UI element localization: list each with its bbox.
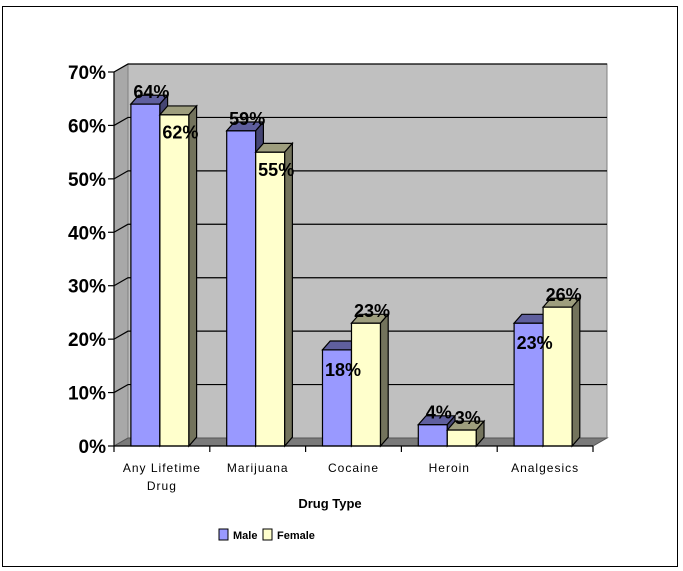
y-tick-label: 10% [68,384,106,405]
legend-label-male: Male [233,530,257,542]
data-label-female-1: 55% [258,160,294,180]
bar-side [379,312,389,448]
bar-front [350,322,382,447]
bar-front [321,349,353,447]
x-tick-label-0: Drug [147,479,177,493]
bar-female-0 [158,104,198,448]
legend: Male Female [218,528,315,542]
x-tick-label-2: Cocaine [328,461,379,475]
gridline [113,63,607,73]
bar-side [475,419,485,448]
data-label-female-4: 26% [546,285,582,305]
bar-side [571,296,581,448]
gridline [113,116,607,126]
x-tick-label-0: Any Lifetime [123,461,201,475]
bar-side [188,104,198,448]
y-tick-label: 50% [68,170,106,191]
bar-front [513,322,544,447]
y-tick-label: 70% [68,63,106,84]
bar-front [255,151,286,447]
bar-female-1 [254,141,294,448]
bar-front [226,130,257,447]
x-tick-label-3: Heroin [429,461,470,475]
bar-female-3 [445,419,486,448]
bar-front [542,306,573,447]
data-label-male-2: 18% [325,360,361,380]
gridline [113,170,607,180]
gridline [113,223,607,233]
data-label-male-4: 23% [517,333,553,353]
data-labels: 64% 62% 59% 55% 18% 23% 4% 3% 23% 26% [133,82,581,428]
gridline [113,277,607,287]
bar-female-4 [541,296,582,448]
gridline [113,383,607,394]
legend-swatch-male [218,528,229,541]
axes: Any Lifetime Drug Marijuana Cocaine Heroin An… [68,63,594,493]
y-tick-label: 20% [68,330,106,351]
data-label-male-1: 59% [229,109,265,129]
data-label-female-3: 3% [455,408,481,428]
data-label-male-0: 64% [133,82,169,102]
y-tick-label: 30% [68,277,106,298]
bars [129,93,582,448]
bar-front [417,424,448,447]
data-label-male-3: 4% [426,403,452,423]
bar-front [130,103,161,447]
bar-front [159,114,190,447]
data-label-female-2: 23% [354,301,390,321]
bar-side [284,141,293,448]
legend-label-female: Female [277,530,315,542]
gridline [113,330,607,340]
x-tick-label-1: Marijuana [227,461,289,475]
y-tick-label: 60% [68,116,106,137]
legend-swatch-female [262,528,273,541]
y-tick-label: 40% [68,223,106,244]
data-label-female-0: 62% [162,123,198,143]
x-tick-label-4: Analgesics [511,461,579,475]
bar-front [446,429,477,447]
x-axis-title: Drug Type [298,496,361,511]
bar-female-2 [350,312,390,448]
y-tick-label: 0% [79,437,107,458]
